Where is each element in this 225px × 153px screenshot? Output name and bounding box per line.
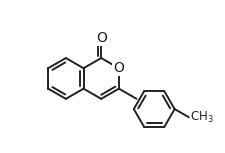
Text: CH$_3$: CH$_3$ [190, 110, 214, 125]
Text: O: O [96, 31, 107, 45]
Text: O: O [113, 61, 124, 75]
